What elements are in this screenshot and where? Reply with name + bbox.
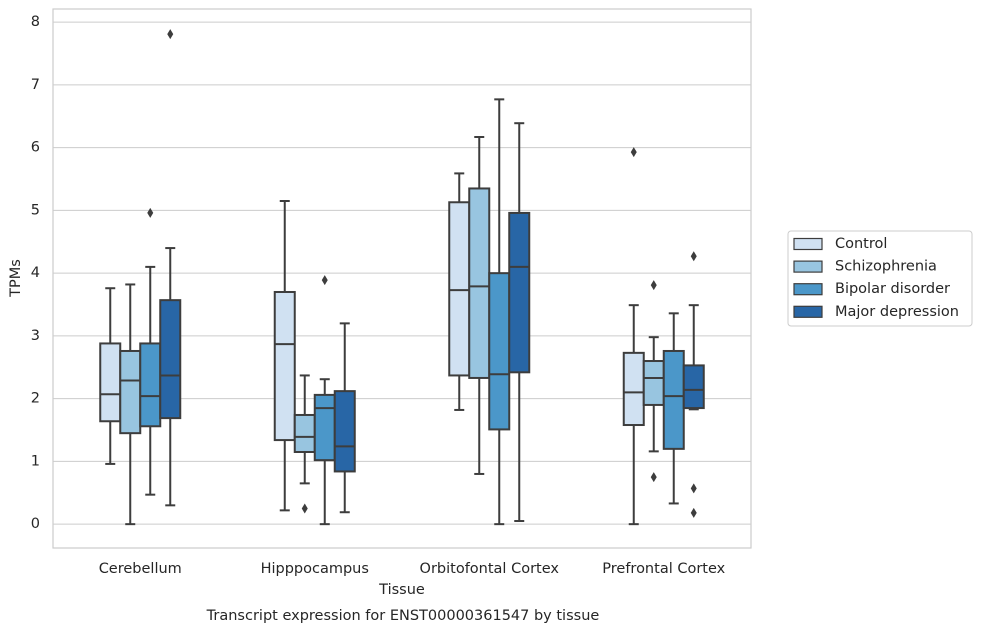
box [508,122,531,523]
box [448,172,471,411]
x-axis-label: Tissue [378,582,425,598]
box [313,275,336,526]
legend-swatch [793,260,823,273]
box [622,147,645,526]
plot-frame [52,8,752,549]
y-tick-label: 2 [31,391,40,407]
outlier [690,251,697,262]
legend-label: Schizophrenia [835,259,937,275]
legend-label: Bipolar disorder [835,281,950,297]
outlier [321,275,328,286]
box-body [99,342,122,423]
x-tick-label: Cerebellum [99,561,182,577]
box-body [313,393,336,462]
y-tick-label: 6 [31,140,40,156]
box-body [273,290,296,442]
outlier [147,207,154,218]
box-body [662,349,685,450]
box [333,322,356,514]
legend-swatch [793,283,823,296]
box-body [333,390,356,473]
outlier [690,483,697,494]
y-tick-label: 0 [31,516,40,532]
legend-label: Control [835,236,887,252]
legend-frame [787,230,973,327]
y-axis-label: TPMs [8,259,24,298]
outlier [167,29,174,40]
y-tick-label: 8 [31,14,40,30]
box [99,287,122,465]
box-body [139,342,162,428]
box [642,280,665,483]
y-tick-label: 5 [31,202,40,218]
box [159,29,182,507]
box-body [468,187,491,379]
box-body [119,349,142,435]
chart-title: Transcript expression for ENST0000036154… [206,608,600,624]
outlier [690,507,697,518]
box [468,136,491,475]
x-tick-label: Orbitofontal Cortex [420,561,560,577]
y-tick-label: 7 [31,77,40,93]
box [488,98,511,526]
x-tick-label: Prefrontal Cortex [602,561,725,577]
outlier [630,147,637,158]
box [662,312,685,505]
box-body [642,360,665,406]
box-body [488,272,511,431]
box [273,200,296,512]
outlier [650,280,657,291]
box-body [508,211,531,374]
legend-label: Major depression [835,304,959,320]
legend-swatch [793,305,823,318]
legend-swatch [793,237,823,251]
box-body [682,364,705,410]
box-body [293,413,316,453]
x-tick-label: Hipppocampus [261,561,369,577]
y-tick-label: 1 [31,453,40,469]
box-body [448,201,471,377]
y-tick-label: 3 [31,328,40,344]
outlier [301,503,308,514]
box [293,374,316,514]
box [119,283,142,526]
box-body [622,351,645,427]
box [682,251,705,518]
box-body [159,299,182,420]
box [139,207,162,496]
y-tick-label: 4 [31,265,40,281]
outlier [650,472,657,483]
